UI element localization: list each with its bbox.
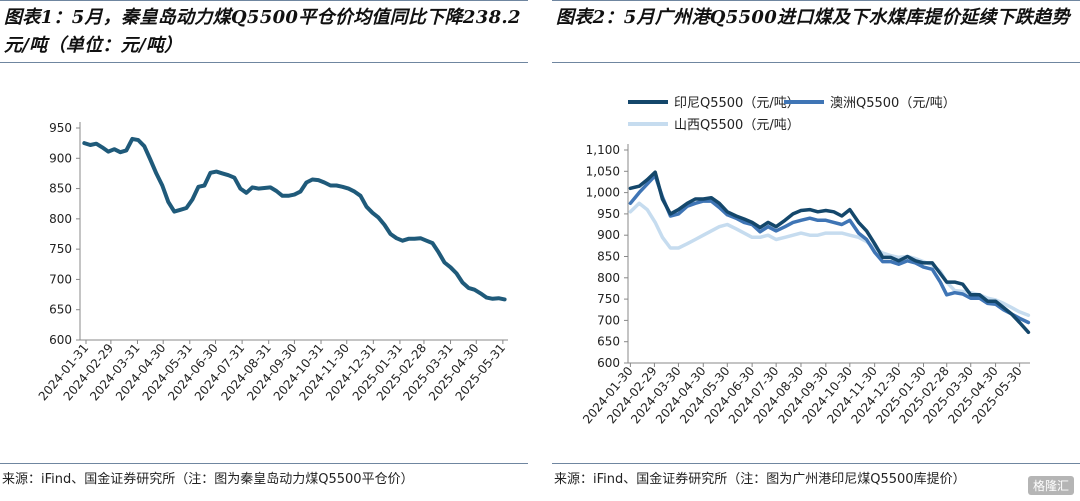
source-divider <box>0 463 528 464</box>
series-line-2 <box>628 201 1031 318</box>
y-tick-label: 650 <box>49 303 72 317</box>
y-tick-label: 1,100 <box>586 143 620 157</box>
chart-title: 图表1：5月，秦皇岛动力煤Q5500平仓价均值同比下降238.2元/吨（单位：元… <box>4 7 521 56</box>
y-tick-label: 850 <box>49 182 72 196</box>
panel-top-rule <box>0 0 528 1</box>
line-chart-guangzhou: 6006507007508008509009501,0001,0501,1002… <box>580 95 1031 426</box>
watermark-badge: 格隆汇 <box>1027 476 1074 495</box>
y-tick-label: 900 <box>597 228 620 242</box>
source-note: 来源：iFind、国金证券研究所（注：图为秦皇岛动力煤Q5500平仓价） <box>2 472 414 487</box>
legend-label: 澳洲Q5500（元/吨） <box>830 95 956 111</box>
y-tick-label: 900 <box>49 151 72 165</box>
title-divider <box>0 62 528 63</box>
y-tick-label: 800 <box>49 212 72 226</box>
y-tick-label: 700 <box>597 313 620 327</box>
y-tick-label: 1,050 <box>586 164 620 178</box>
panel-top-rule <box>552 0 1080 1</box>
legend-label: 印尼Q5500（元/吨） <box>674 96 800 111</box>
legend-label: 山西Q5500（元/吨） <box>674 118 800 133</box>
chart-panel-2: 图表2：5月广州港Q5500进口煤及下水煤库提价延续下跌趋势 600 650 700… <box>552 0 1080 501</box>
series-line-0 <box>628 170 1031 335</box>
title-divider <box>552 62 1080 63</box>
y-tick-label: 750 <box>597 292 620 306</box>
y-tick-label: 1,000 <box>586 186 620 200</box>
y-tick-label: 850 <box>597 250 620 264</box>
line-chart-qinhuangdao: 6006507007508008509009502024-01-312024-0… <box>36 121 508 403</box>
y-tick-label: 750 <box>49 242 72 256</box>
y-tick-label: 950 <box>49 121 72 135</box>
y-tick-label: 800 <box>597 271 620 285</box>
y-tick-label: 600 <box>597 356 620 370</box>
source-divider <box>552 463 1080 464</box>
chart-title: 图表2：5月广州港Q5500进口煤及下水煤库提价延续下跌趋势 <box>556 7 1070 28</box>
y-tick-label: 700 <box>49 272 72 286</box>
series-line-0 <box>82 136 507 302</box>
y-tick-label: 600 <box>49 333 72 347</box>
series-line-1 <box>628 173 1031 325</box>
chart-panel-1: 图表1：5月，秦皇岛动力煤Q5500平仓价均值同比下降238.2元/吨（单位：元… <box>0 0 528 501</box>
source-note: 来源：iFind、国金证券研究所（注：图为广州港印尼煤Q5500库提价） <box>554 472 966 487</box>
y-tick-label: 650 <box>597 335 620 349</box>
y-tick-label: 950 <box>597 207 620 221</box>
